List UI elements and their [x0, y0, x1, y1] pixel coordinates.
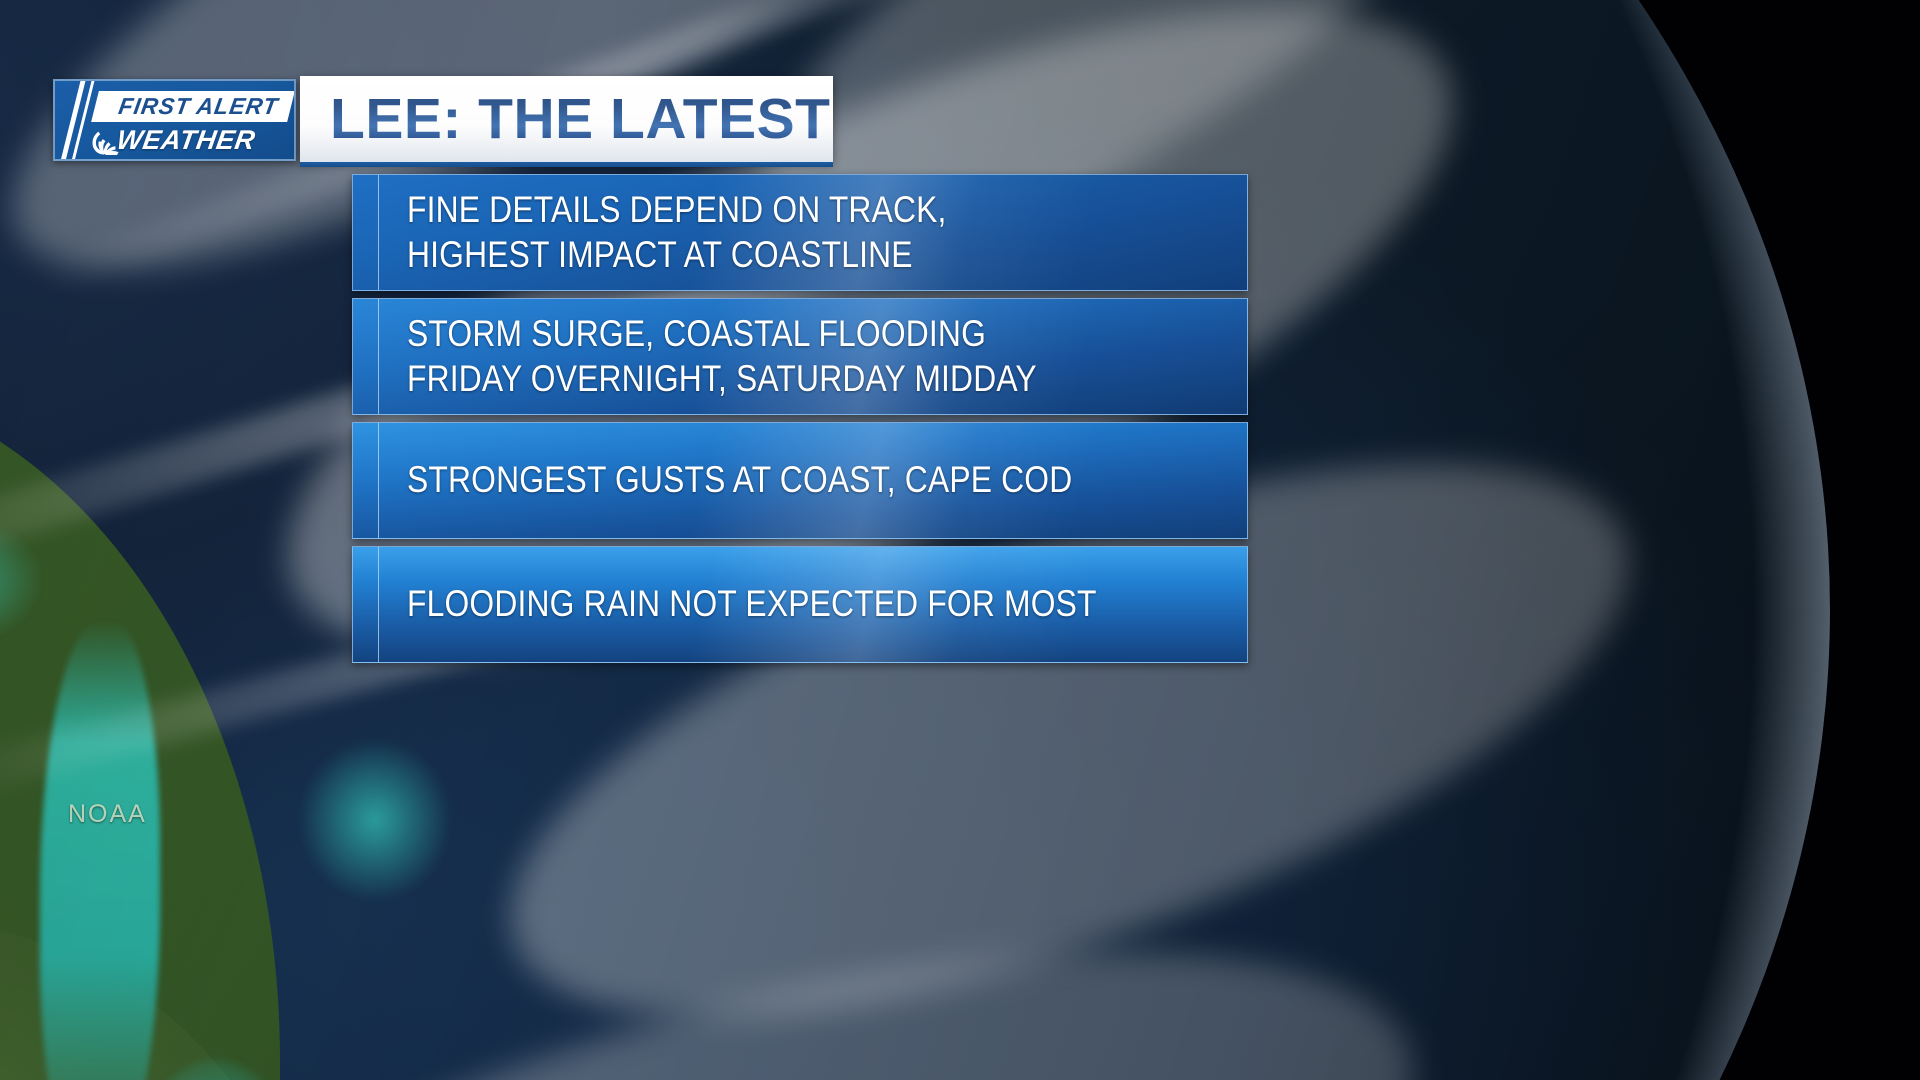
first-alert-weather-logo: FIRST ALERT WEATHER — [53, 79, 296, 161]
bullet-text: FLOODING RAIN NOT EXPECTED FOR MOST — [407, 583, 1097, 625]
page-title: LEE: THE LATEST — [330, 86, 831, 151]
accent-stripe — [378, 175, 379, 290]
bullet-text: STORM SURGE, COASTAL FLOODING FRIDAY OVE… — [407, 313, 1037, 399]
reef-shallow-water-3 — [300, 740, 450, 900]
bullet-bar-flooding-rain: FLOODING RAIN NOT EXPECTED FOR MOST — [352, 546, 1248, 663]
nbc-peacock-icon — [92, 131, 119, 155]
noaa-watermark: NOAA — [68, 800, 147, 828]
bullet-text: FINE DETAILS DEPEND ON TRACK, HIGHEST IM… — [407, 189, 947, 275]
logo-weather-text: WEATHER — [114, 125, 258, 155]
bullet-bar-storm-surge: STORM SURGE, COASTAL FLOODING FRIDAY OVE… — [352, 298, 1248, 415]
headline-bar: LEE: THE LATEST — [300, 76, 833, 167]
bullet-text: STRONGEST GUSTS AT COAST, CAPE COD — [407, 459, 1073, 501]
bullet-bar-fine-details: FINE DETAILS DEPEND ON TRACK, HIGHEST IM… — [352, 174, 1248, 291]
bullet-bar-strongest-gusts: STRONGEST GUSTS AT COAST, CAPE COD — [352, 422, 1248, 539]
accent-stripe — [378, 299, 379, 414]
logo-first-alert-text: FIRST ALERT — [116, 93, 281, 119]
accent-stripe — [378, 547, 379, 662]
accent-stripe — [378, 423, 379, 538]
bullet-list: FINE DETAILS DEPEND ON TRACK, HIGHEST IM… — [352, 174, 1248, 670]
